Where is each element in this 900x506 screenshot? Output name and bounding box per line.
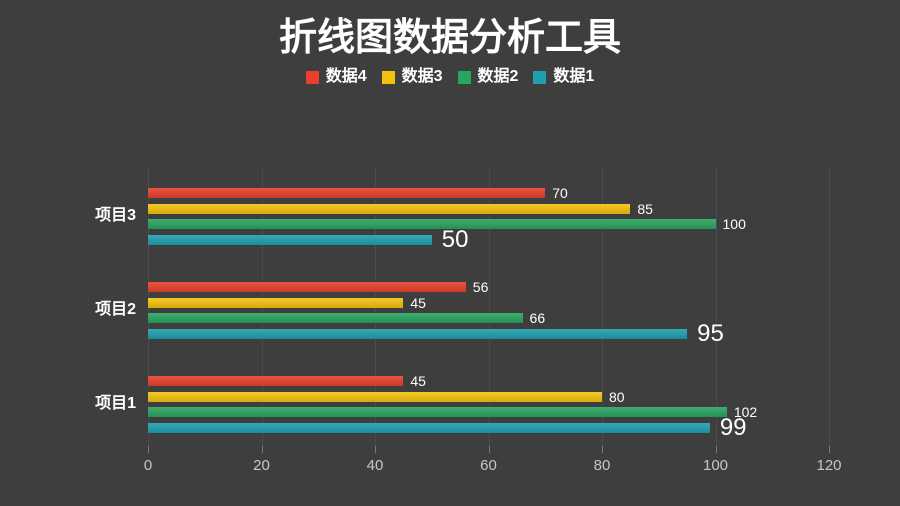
category-label-项目2: 项目2: [95, 301, 136, 319]
bar-数据4-项目1: [148, 376, 404, 386]
legend-swatch-icon: [381, 70, 395, 84]
bar-数据4-项目2: [148, 282, 466, 292]
bar-数据2-项目2: [148, 313, 523, 323]
gridline: [715, 168, 717, 446]
bar-数据1-项目3: [148, 234, 432, 245]
legend-swatch-icon: [457, 70, 471, 84]
legend-item: 数据3: [381, 68, 443, 85]
bar-数据4-项目3: [148, 188, 546, 198]
x-axis-tick: [488, 446, 490, 453]
legend-label: 数据4: [325, 68, 367, 85]
bar-value-label: 45: [410, 373, 426, 389]
x-axis-tick: [375, 446, 376, 453]
bar-value-label: 100: [722, 216, 746, 232]
legend-label: 数据2: [477, 68, 519, 85]
legend-swatch-icon: [533, 70, 547, 84]
bar-value-label: 95: [697, 319, 724, 347]
bar-数据3-项目1: [148, 391, 602, 402]
legend-item: 数据1: [533, 69, 594, 85]
bar-数据1-项目1: [148, 422, 710, 433]
bar-value-label: 50: [441, 225, 469, 253]
x-axis-tick-label: 120: [816, 457, 842, 474]
bar-数据2-项目3: [148, 219, 716, 229]
bar-数据1-项目2: [148, 328, 688, 339]
bar-数据3-项目2: [148, 297, 404, 308]
bar-数据2-项目1: [148, 407, 727, 417]
legend-label: 数据3: [401, 68, 443, 85]
chart-title: 折线图数据分析工具: [278, 17, 621, 59]
legend-item: 数据2: [457, 68, 519, 85]
x-axis-tick-label: 20: [253, 457, 270, 474]
legend-label: 数据1: [553, 68, 595, 85]
legend: 数据4 数据3 数据2 数据1: [0, 66, 900, 88]
plot-area: 0 20 40 60 80 100 120 70 85 100 50 56 45 66 95 45 80 102 9…: [144, 168, 842, 474]
category-label-项目1: 项目1: [95, 395, 136, 413]
x-axis-tick: [715, 446, 717, 453]
x-axis-tick-label: 100: [702, 457, 729, 474]
gridline: [829, 168, 830, 446]
legend-swatch-icon: [305, 70, 319, 84]
bar-value-label: 102: [733, 404, 758, 420]
gridline: [602, 168, 603, 446]
x-axis-tick: [602, 446, 603, 453]
x-axis-tick-label: 40: [366, 457, 384, 474]
bar-数据3-项目3: [148, 203, 631, 214]
gridline: [488, 168, 490, 446]
bar-value-label: 80: [609, 388, 625, 405]
bar-value-label: 56: [472, 279, 489, 295]
x-axis-tick: [148, 446, 149, 453]
bar-value-label: 45: [410, 294, 426, 311]
bar-value-label: 66: [529, 310, 546, 326]
legend-item: 数据4: [305, 68, 367, 85]
x-axis-tick: [829, 446, 830, 453]
bar-value-label: 85: [637, 200, 653, 217]
bar-value-label: 99: [719, 413, 747, 441]
bar-value-label: 70: [552, 185, 568, 201]
x-axis-tick-label: 60: [480, 457, 497, 474]
x-axis-tick-label: 80: [593, 457, 611, 474]
x-axis-tick-label: 0: [143, 457, 153, 474]
category-label-项目3: 项目3: [95, 207, 136, 225]
x-axis-tick: [261, 446, 263, 453]
